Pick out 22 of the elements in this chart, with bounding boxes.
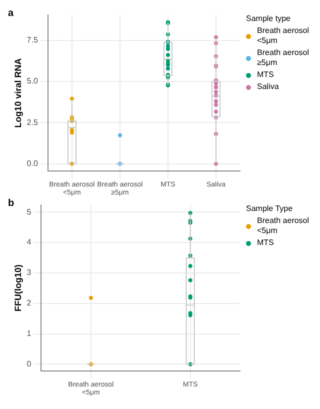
y-tick-label: 1: [26, 328, 32, 338]
legend-label: Saliva: [257, 82, 279, 92]
legend-label: Breath aerosol <5μm: [257, 26, 310, 46]
legend-label: MTS: [257, 70, 274, 80]
legend-title: Sample Type: [246, 204, 294, 213]
y-tick-label: 4: [26, 238, 32, 247]
legend-label: Breath aerosol ≥5μm: [257, 48, 310, 68]
legend-title: Sample type: [246, 14, 292, 23]
chart-title: b: [8, 198, 14, 209]
y-tick-label: 5: [26, 207, 32, 216]
y-tick-label: 0: [26, 359, 32, 368]
y-tick-label: 3: [26, 268, 32, 278]
y-tick-label: 0.0: [26, 158, 38, 168]
y-tick-label: 2.5: [26, 118, 38, 127]
y-tick-label: 5.0: [26, 76, 38, 86]
legend-label: MTS: [257, 238, 274, 248]
y-tick-label: 7.5: [26, 36, 38, 45]
y-axis-title: Log10 viral RNA: [12, 58, 23, 128]
y-axis-title: FFU(log10): [12, 264, 23, 312]
legend-label: Breath aerosol <5μm: [257, 216, 310, 236]
y-tick-label: 2: [26, 298, 32, 308]
chart-title: a: [8, 8, 14, 19]
